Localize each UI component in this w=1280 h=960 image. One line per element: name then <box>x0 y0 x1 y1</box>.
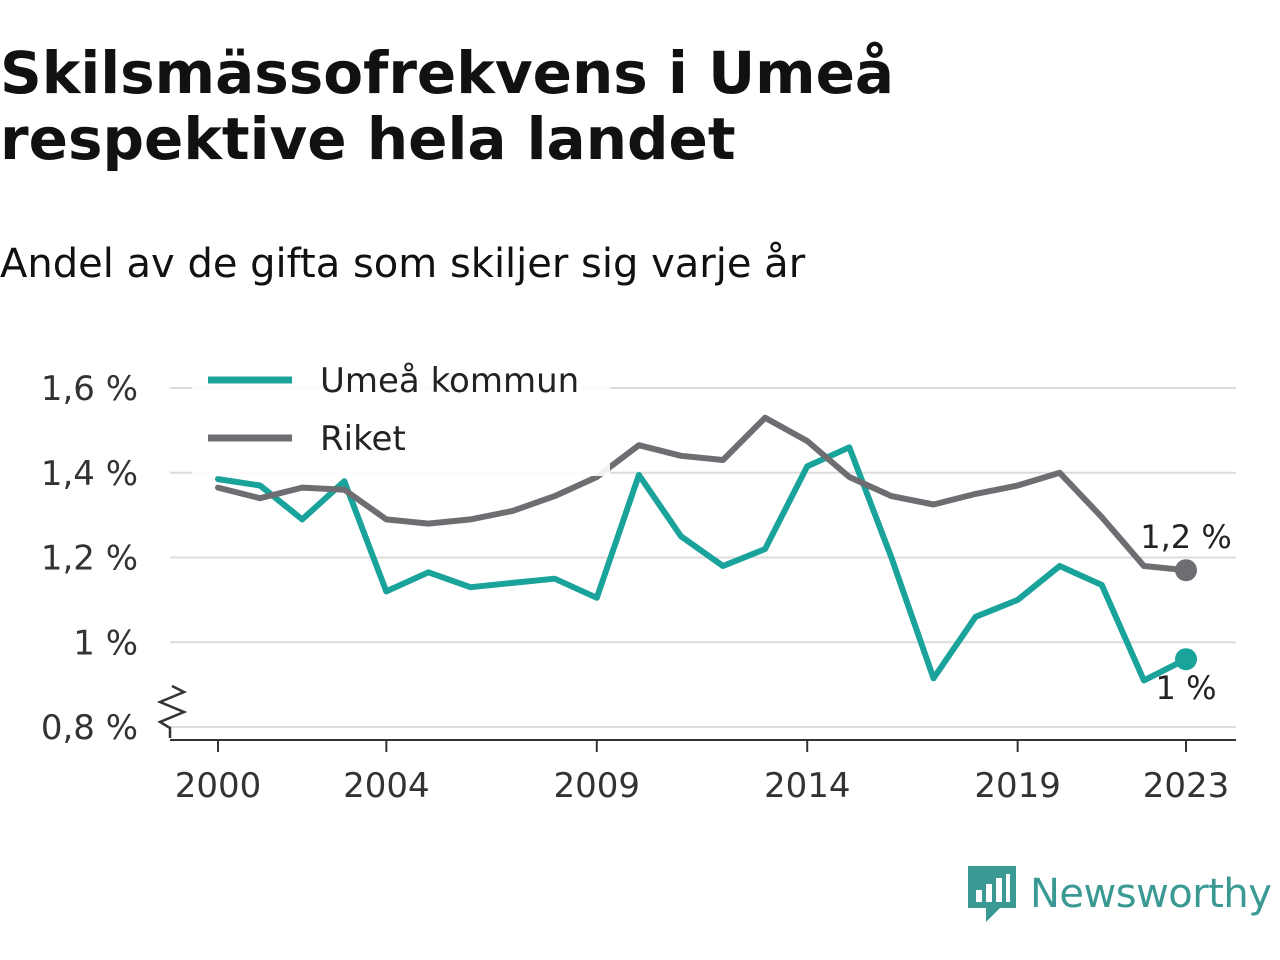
series-line-1 <box>215 414 1189 574</box>
brand-logo: Newsworthy <box>966 862 1272 926</box>
y-tick-label: 1,4 % <box>41 454 138 494</box>
y-tick-label: 1 % <box>73 623 138 663</box>
newsworthy-logo-icon <box>968 866 1016 922</box>
y-tick-label: 1,2 % <box>41 539 138 579</box>
legend-label: Umeå kommun <box>320 361 579 401</box>
x-tick-label: 2000 <box>175 766 262 806</box>
series-end-point-1 <box>1175 559 1197 582</box>
y-tick-label: 0,8 % <box>41 708 138 748</box>
series-lines <box>215 414 1197 684</box>
x-tick-label: 2014 <box>764 766 851 806</box>
line-chart: 0,8 % 1 % 1,2 % 1,4 % 1,6 % 2000 2004 2009 2014 2… <box>41 348 1236 806</box>
brand-name: Newsworthy <box>1030 871 1272 917</box>
x-tick-label: 2023 <box>1143 766 1230 806</box>
legend-label: Riket <box>320 419 406 459</box>
end-labels: 1 % 1,2 % <box>1140 518 1231 707</box>
series-end-label-0: 1 % <box>1156 669 1217 707</box>
axes: 0,8 % 1 % 1,2 % 1,4 % 1,6 % 2000 2004 2009 2014 2… <box>41 369 1236 806</box>
series-line-0 <box>215 444 1189 684</box>
y-axis-break <box>156 684 188 738</box>
y-tick-label: 1,6 % <box>41 369 138 409</box>
chart-title: Skilsmässofrekvens i Umeå respektive hel… <box>0 39 895 173</box>
legend-background <box>192 348 610 476</box>
x-tick-label: 2019 <box>974 766 1061 806</box>
series-end-point-0 <box>1175 648 1197 671</box>
chart-subtitle: Andel av de gifta som skiljer sig varje … <box>0 241 806 287</box>
series-end-label-1: 1,2 % <box>1140 518 1231 556</box>
x-tick-label: 2004 <box>343 766 430 806</box>
legend: Umeå kommun Riket <box>192 348 610 476</box>
x-tick-label: 2009 <box>554 766 641 806</box>
